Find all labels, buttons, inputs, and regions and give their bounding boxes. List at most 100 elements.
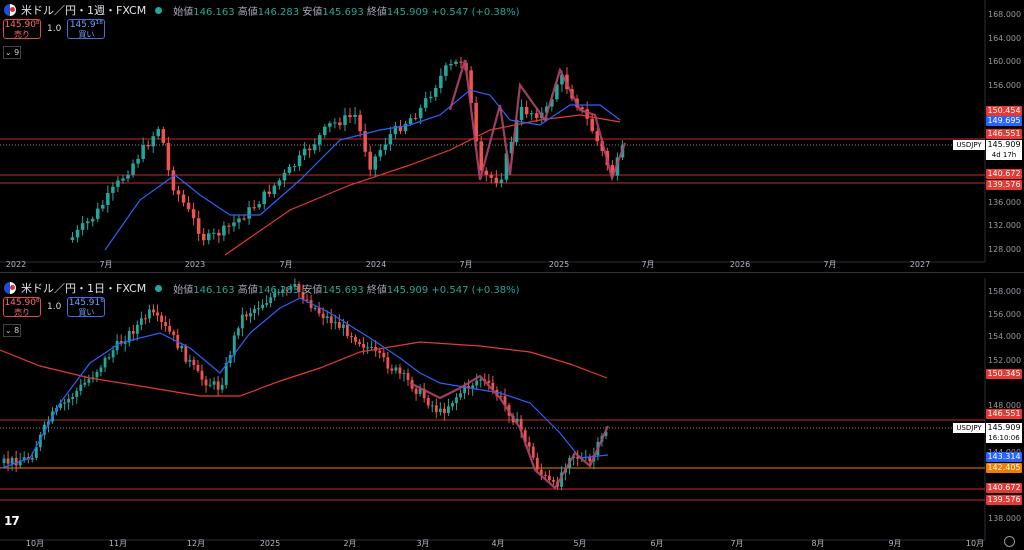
buy-button[interactable]: 145.9¹⁸ 買い (67, 19, 106, 39)
candle-body (455, 397, 458, 404)
sell-button[interactable]: 145.90⁸ 売り (3, 19, 41, 39)
candle-body (161, 129, 166, 143)
y-tick-label: 136.000 (988, 198, 1021, 207)
x-tick-label: 2025 (549, 260, 569, 269)
price-tag: 140.672 (986, 483, 1022, 493)
candle-body (18, 460, 22, 466)
settings-gear-icon[interactable] (1004, 536, 1015, 547)
candle-body (491, 382, 495, 390)
candle-body (422, 388, 426, 398)
candle-body (188, 360, 192, 362)
candle-body (141, 145, 145, 159)
candle-body (265, 303, 269, 305)
candle-body (459, 61, 463, 63)
candle-body (90, 218, 95, 222)
candle-body (196, 218, 201, 234)
candle-body (172, 331, 176, 335)
candle-body (212, 232, 216, 234)
candle-body (95, 208, 100, 219)
candle-body (509, 142, 514, 154)
candle-body (103, 357, 107, 368)
candle-body (329, 316, 333, 324)
candle-body (548, 475, 551, 480)
market-status-icon (155, 6, 163, 14)
usd-jpy-flag-icon (4, 4, 16, 16)
candle-body (406, 373, 410, 380)
y-tick-label: 148.000 (988, 401, 1021, 410)
candle-body (156, 129, 161, 137)
candle-body (552, 479, 555, 482)
candle-body (171, 170, 176, 191)
moving-average-long (224, 114, 621, 256)
daily-chart-canvas[interactable]: 158.000156.000154.000152.000148.000144.0… (0, 278, 1024, 550)
candle-body (80, 223, 85, 230)
x-tick-label: 2025 (260, 539, 280, 548)
y-tick-label: 156.000 (988, 81, 1021, 90)
candle-body (418, 107, 423, 119)
weekly-chart-canvas[interactable]: 168.000 164.000 160.000 156.000 136.000 132.0… (0, 0, 1024, 272)
candle-body (426, 397, 430, 406)
x-tick-label: 5月 (573, 539, 586, 548)
candle-body (200, 370, 204, 380)
candle-body (595, 131, 600, 142)
x-tick-label: 2024 (366, 260, 386, 269)
price-tag: 149.695 (986, 116, 1022, 126)
chart-header: 米ドル／円・1日・FXCM 始値146.163 高値146.283 安値145.… (4, 281, 520, 296)
candle-body (166, 142, 171, 171)
candle-body (208, 384, 212, 386)
trade-panel: 145.90⁸ 売り 1.0 145.91⁸ 買い (3, 297, 106, 317)
candle-body (442, 408, 446, 413)
candle-body (144, 318, 147, 320)
candle-body (222, 225, 226, 236)
weekly-chart-pane[interactable]: 168.000 164.000 160.000 156.000 136.000 132.0… (0, 0, 1024, 273)
candle-body (408, 118, 413, 124)
x-tick-label: 11月 (109, 539, 127, 548)
y-tick-label: 128.000 (988, 245, 1021, 254)
buy-button[interactable]: 145.91⁸ 買い (67, 297, 106, 317)
candle-body (196, 365, 200, 371)
candle-body (139, 318, 143, 325)
candle-body (116, 180, 120, 187)
candle-body (338, 122, 342, 126)
candle-body (181, 194, 186, 203)
sell-button[interactable]: 145.90⁸ 売り (3, 297, 41, 317)
symbol-title[interactable]: 米ドル／円・1週・FXCM (21, 4, 147, 17)
candle-body (126, 174, 130, 179)
candle-body (444, 65, 448, 76)
tradingview-logo[interactable]: 17 (4, 514, 20, 528)
candle-body (348, 115, 352, 117)
candle-body (434, 88, 438, 97)
candle-body (337, 322, 341, 328)
candle-body (529, 113, 534, 115)
candle-body (353, 114, 357, 117)
candle-body (191, 209, 196, 219)
x-tick-label: 8月 (811, 539, 824, 548)
candle-body (186, 202, 191, 210)
candle-body (313, 307, 317, 309)
price-tag: 143.314 (986, 452, 1022, 462)
candle-body (503, 396, 507, 406)
candle-body (152, 309, 155, 313)
ohlc-readout: 始値146.163 高値146.283 安値145.693 終値145.909 … (173, 284, 520, 296)
symbol-label: USDJPY (953, 423, 985, 433)
candle-body (499, 396, 503, 398)
candle-body (297, 283, 301, 293)
candle-body (438, 408, 442, 412)
x-tick-label: 7月 (641, 260, 654, 269)
candle-body (95, 371, 99, 378)
symbol-title[interactable]: 米ドル／円・1日・FXCM (21, 282, 147, 295)
x-tick-label: 4月 (491, 539, 504, 548)
candle-body (317, 135, 322, 145)
indicator-collapse-toggle[interactable]: ⌄ 9 (3, 46, 21, 59)
candle-body (146, 145, 150, 147)
candle-body (423, 98, 428, 108)
candle-body (534, 113, 539, 118)
ohlc-readout: 始値146.163 高値146.283 安値145.693 終値145.909 … (173, 6, 520, 18)
spread-value: 1.0 (47, 24, 62, 34)
daily-chart-pane[interactable]: 158.000156.000154.000152.000148.000144.0… (0, 278, 1024, 550)
candle-body (253, 308, 256, 314)
candle-body (390, 368, 394, 371)
x-tick-label: 2022 (6, 260, 26, 269)
candle-body (217, 232, 221, 236)
indicator-collapse-toggle[interactable]: ⌄ 8 (3, 324, 21, 337)
